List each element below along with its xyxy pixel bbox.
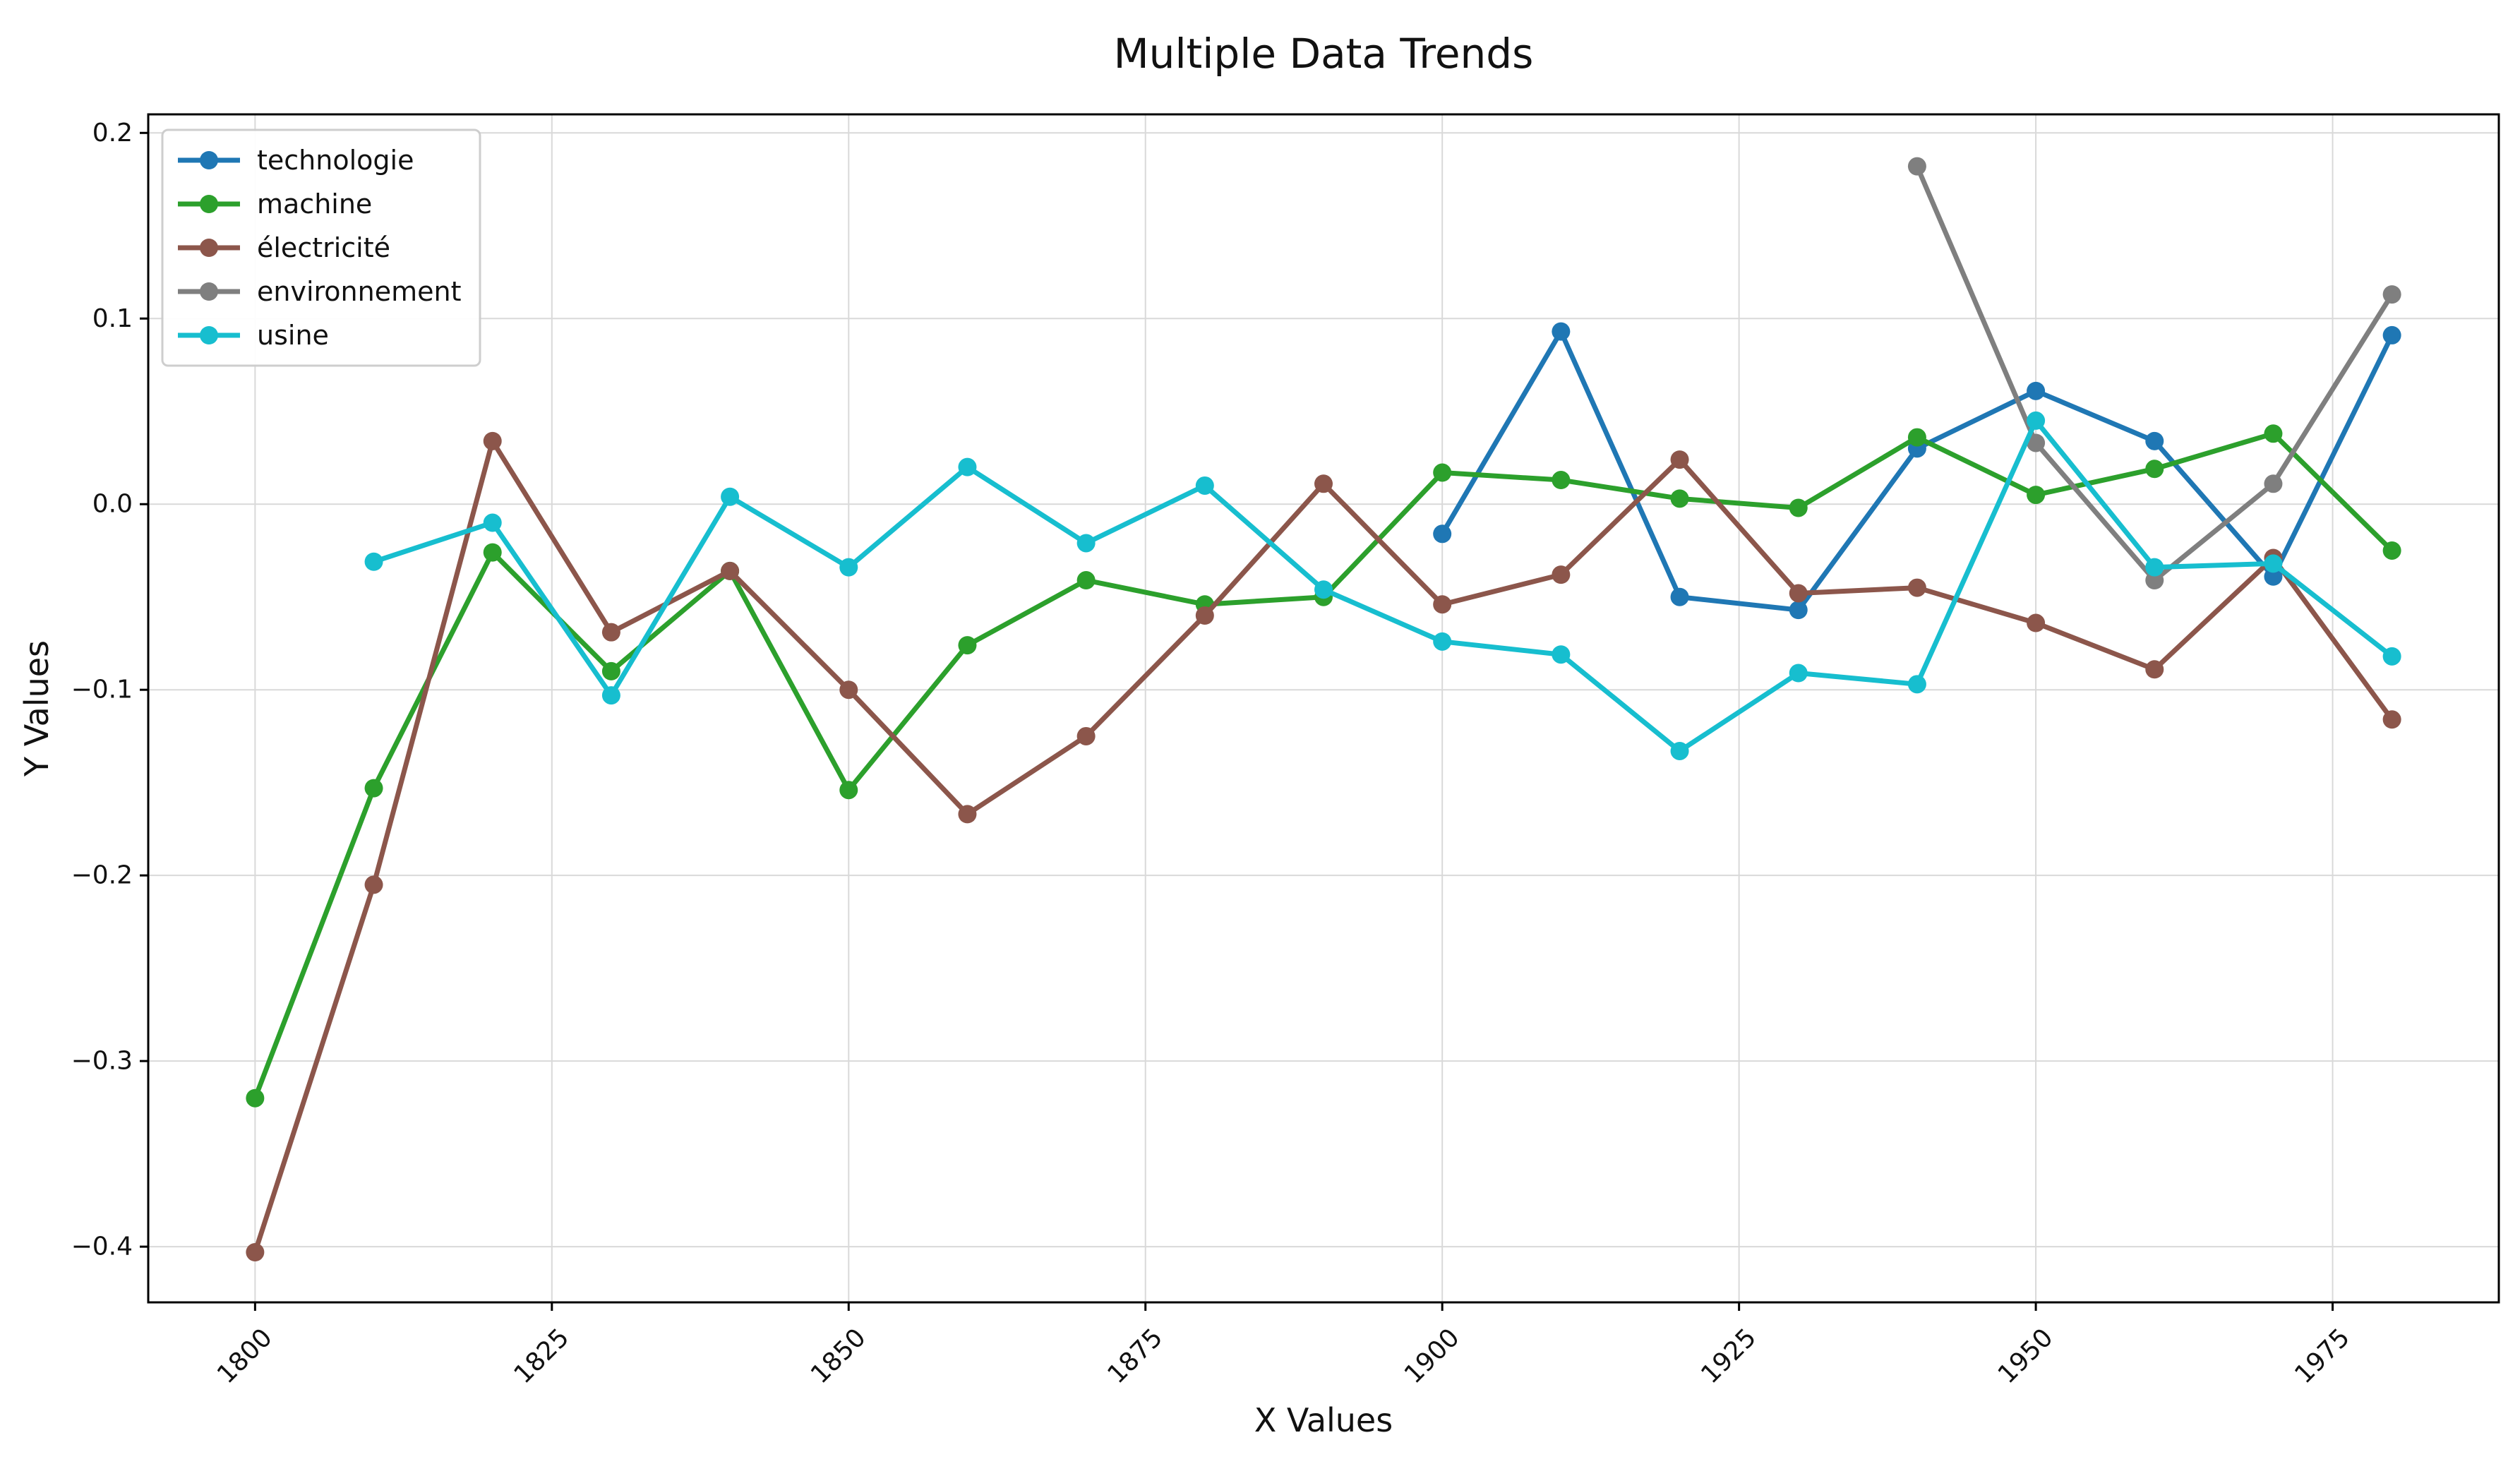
data-point bbox=[1670, 741, 1689, 760]
data-point bbox=[839, 558, 858, 577]
data-point bbox=[2145, 460, 2164, 479]
data-point bbox=[1433, 524, 1452, 544]
series-group bbox=[1907, 157, 2401, 590]
data-point bbox=[1433, 595, 1452, 614]
data-point bbox=[246, 1088, 265, 1108]
data-point bbox=[1314, 580, 1333, 599]
data-point bbox=[1552, 471, 1571, 490]
data-point bbox=[364, 552, 383, 571]
data-point bbox=[1552, 322, 1571, 341]
data-point bbox=[2264, 554, 2283, 573]
data-point bbox=[1789, 498, 1808, 517]
data-point bbox=[2264, 474, 2283, 493]
data-point bbox=[483, 513, 502, 532]
legend-label: environnement bbox=[257, 276, 461, 307]
data-point bbox=[1907, 428, 1926, 447]
data-point bbox=[1433, 463, 1452, 482]
data-point bbox=[1670, 489, 1689, 508]
data-point bbox=[1076, 571, 1096, 590]
data-point bbox=[2145, 431, 2164, 450]
y-tick-label: 0.2 bbox=[92, 119, 133, 148]
data-point bbox=[1195, 476, 1214, 495]
legend-label: électricité bbox=[257, 232, 390, 263]
data-point bbox=[246, 1242, 265, 1261]
data-point bbox=[2027, 486, 2046, 505]
y-tick-label: −0.4 bbox=[71, 1232, 133, 1261]
data-point bbox=[2027, 433, 2046, 452]
data-point bbox=[721, 487, 740, 506]
legend-swatch-marker bbox=[200, 326, 218, 344]
data-point bbox=[721, 561, 740, 580]
legend-label: machine bbox=[257, 188, 372, 220]
data-point bbox=[958, 805, 977, 824]
data-point bbox=[1076, 534, 1096, 553]
data-point bbox=[1670, 450, 1689, 469]
legend-swatch-marker bbox=[200, 151, 218, 169]
data-point bbox=[2145, 660, 2164, 679]
data-point bbox=[958, 457, 977, 476]
data-point bbox=[2264, 424, 2283, 443]
data-point bbox=[2264, 567, 2283, 586]
y-tick-label: −0.1 bbox=[71, 676, 133, 704]
data-point bbox=[1907, 578, 1926, 597]
axes-frame bbox=[147, 113, 2500, 1304]
data-point bbox=[601, 686, 620, 705]
legend-swatch-marker bbox=[200, 239, 218, 257]
data-point bbox=[2382, 285, 2401, 304]
grid bbox=[148, 114, 2499, 1302]
data-point bbox=[2382, 325, 2401, 344]
data-point bbox=[1907, 157, 1926, 176]
y-tick-label: 0.1 bbox=[92, 304, 133, 333]
y-tick-label: −0.3 bbox=[71, 1047, 133, 1076]
legend: technologie machine électricité environneme… bbox=[161, 128, 481, 367]
data-point bbox=[2027, 381, 2046, 400]
data-point bbox=[1552, 645, 1571, 664]
data-point bbox=[1314, 474, 1333, 493]
data-point bbox=[2382, 541, 2401, 560]
data-point bbox=[364, 779, 383, 798]
data-point bbox=[1433, 632, 1452, 651]
data-point bbox=[483, 543, 502, 562]
chart-title: Multiple Data Trends bbox=[1114, 30, 1534, 78]
legend-frame bbox=[161, 128, 481, 367]
data-point bbox=[2382, 647, 2401, 666]
series-group bbox=[364, 411, 2401, 760]
data-point bbox=[2145, 571, 2164, 590]
data-point bbox=[1552, 565, 1571, 584]
data-point bbox=[1789, 584, 1808, 603]
series-group bbox=[246, 157, 2401, 1261]
series-line bbox=[371, 418, 2395, 754]
data-point bbox=[1195, 606, 1214, 625]
y-tick-label: 0.0 bbox=[92, 490, 133, 519]
x-axis-label: X Values bbox=[1254, 1401, 1393, 1439]
legend-swatch-marker bbox=[200, 195, 218, 213]
legend-label: technologie bbox=[257, 145, 414, 176]
data-point bbox=[1789, 664, 1808, 683]
legend-label: usine bbox=[257, 320, 329, 351]
data-point bbox=[839, 781, 858, 800]
data-point bbox=[958, 636, 977, 655]
data-point bbox=[601, 661, 620, 680]
data-point bbox=[364, 875, 383, 894]
data-point bbox=[839, 680, 858, 700]
y-tick-label: −0.2 bbox=[71, 861, 133, 890]
data-point bbox=[483, 431, 502, 450]
y-axis-label: Y Values bbox=[18, 640, 56, 777]
data-point bbox=[1907, 675, 1926, 694]
legend-swatch-marker bbox=[200, 282, 218, 301]
data-point bbox=[1076, 726, 1096, 745]
data-point bbox=[601, 623, 620, 642]
data-point bbox=[1789, 601, 1808, 620]
data-point bbox=[2027, 613, 2046, 632]
data-point bbox=[1670, 587, 1689, 606]
series-group bbox=[246, 431, 2401, 1261]
data-point bbox=[2027, 411, 2046, 430]
data-point bbox=[2382, 710, 2401, 729]
data-point bbox=[2145, 558, 2164, 577]
